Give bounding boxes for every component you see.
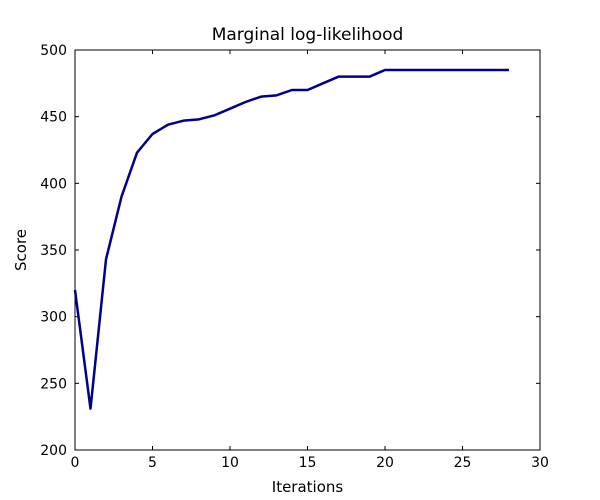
- plot-frame: [74, 49, 541, 451]
- x-tick-label: 10: [221, 455, 239, 471]
- y-tick-label: 250: [40, 376, 67, 392]
- x-tick-label: 30: [531, 455, 549, 471]
- x-tick-label: 15: [299, 455, 317, 471]
- y-tick-label: 300: [40, 310, 67, 326]
- y-tick-label: 500: [40, 43, 67, 59]
- y-tick-label: 200: [40, 443, 67, 459]
- y-tick-label: 450: [40, 110, 67, 126]
- x-axis-label: Iterations: [271, 478, 344, 496]
- data-line: [73, 68, 509, 410]
- x-tick-label: 0: [71, 455, 80, 471]
- y-tick-label: 400: [40, 176, 67, 192]
- x-tick-label: 5: [148, 455, 157, 471]
- chart-title: Marginal log-likelihood: [211, 25, 404, 45]
- y-tick-label: 350: [40, 243, 67, 259]
- x-tick-label: 25: [454, 455, 472, 471]
- x-tick-label: 20: [376, 455, 394, 471]
